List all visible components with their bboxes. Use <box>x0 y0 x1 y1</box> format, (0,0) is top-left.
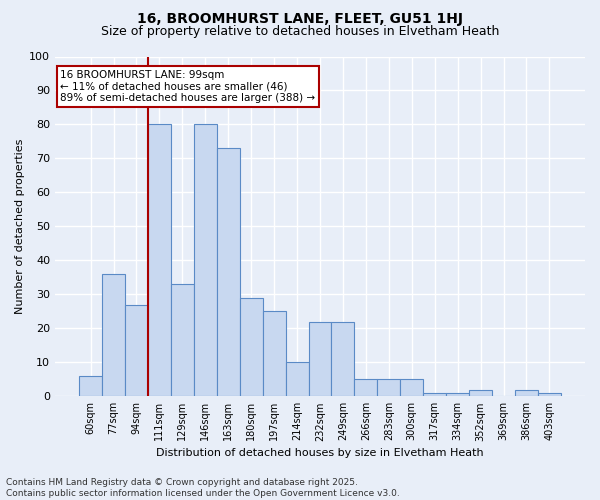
Bar <box>240 298 263 396</box>
Bar <box>355 380 377 396</box>
Text: Size of property relative to detached houses in Elvetham Heath: Size of property relative to detached ho… <box>101 25 499 38</box>
Bar <box>308 322 331 396</box>
Y-axis label: Number of detached properties: Number of detached properties <box>15 138 25 314</box>
Bar <box>423 393 446 396</box>
Bar <box>171 284 194 397</box>
Bar <box>102 274 125 396</box>
Bar <box>217 148 240 396</box>
Bar <box>148 124 171 396</box>
Text: 16, BROOMHURST LANE, FLEET, GU51 1HJ: 16, BROOMHURST LANE, FLEET, GU51 1HJ <box>137 12 463 26</box>
Bar <box>194 124 217 396</box>
Bar <box>446 393 469 396</box>
Bar <box>79 376 102 396</box>
Bar <box>263 312 286 396</box>
Bar <box>377 380 400 396</box>
Bar <box>125 304 148 396</box>
Bar <box>515 390 538 396</box>
X-axis label: Distribution of detached houses by size in Elvetham Heath: Distribution of detached houses by size … <box>156 448 484 458</box>
Text: 16 BROOMHURST LANE: 99sqm
← 11% of detached houses are smaller (46)
89% of semi-: 16 BROOMHURST LANE: 99sqm ← 11% of detac… <box>61 70 316 103</box>
Bar <box>469 390 492 396</box>
Bar <box>331 322 355 396</box>
Bar <box>538 393 561 396</box>
Bar <box>286 362 308 396</box>
Bar <box>400 380 423 396</box>
Text: Contains HM Land Registry data © Crown copyright and database right 2025.
Contai: Contains HM Land Registry data © Crown c… <box>6 478 400 498</box>
